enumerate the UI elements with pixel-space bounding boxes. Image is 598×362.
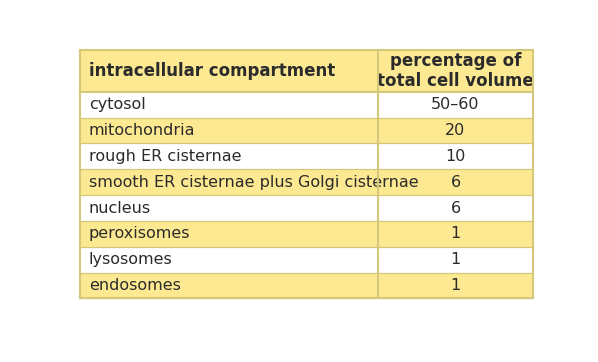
- Text: 10: 10: [446, 149, 466, 164]
- Bar: [80, 50, 379, 92]
- Bar: [379, 50, 533, 92]
- Bar: [80, 195, 379, 221]
- Bar: [379, 92, 533, 118]
- Text: 1: 1: [450, 252, 460, 267]
- Text: endosomes: endosomes: [89, 278, 181, 293]
- Bar: [379, 247, 533, 273]
- Text: rough ER cisternae: rough ER cisternae: [89, 149, 241, 164]
- Text: 1: 1: [450, 278, 460, 293]
- Text: mitochondria: mitochondria: [89, 123, 195, 138]
- Bar: [80, 143, 379, 169]
- Bar: [379, 118, 533, 143]
- Text: smooth ER cisternae plus Golgi cisternae: smooth ER cisternae plus Golgi cisternae: [89, 175, 418, 190]
- Bar: [379, 143, 533, 169]
- Bar: [379, 195, 533, 221]
- Bar: [379, 221, 533, 247]
- Text: 20: 20: [446, 123, 466, 138]
- Bar: [80, 118, 379, 143]
- Text: peroxisomes: peroxisomes: [89, 226, 190, 241]
- Bar: [80, 273, 379, 299]
- Text: lysosomes: lysosomes: [89, 252, 172, 267]
- Bar: [80, 169, 379, 195]
- Text: cytosol: cytosol: [89, 97, 145, 112]
- Bar: [80, 92, 379, 118]
- Bar: [80, 247, 379, 273]
- Bar: [379, 273, 533, 299]
- Text: intracellular compartment: intracellular compartment: [89, 62, 335, 80]
- Text: 1: 1: [450, 226, 460, 241]
- Bar: [80, 221, 379, 247]
- Text: 6: 6: [450, 175, 460, 190]
- Text: 50–60: 50–60: [431, 97, 480, 112]
- Text: nucleus: nucleus: [89, 201, 151, 215]
- Bar: [379, 169, 533, 195]
- Text: percentage of
total cell volume: percentage of total cell volume: [377, 52, 534, 90]
- Text: 6: 6: [450, 201, 460, 215]
